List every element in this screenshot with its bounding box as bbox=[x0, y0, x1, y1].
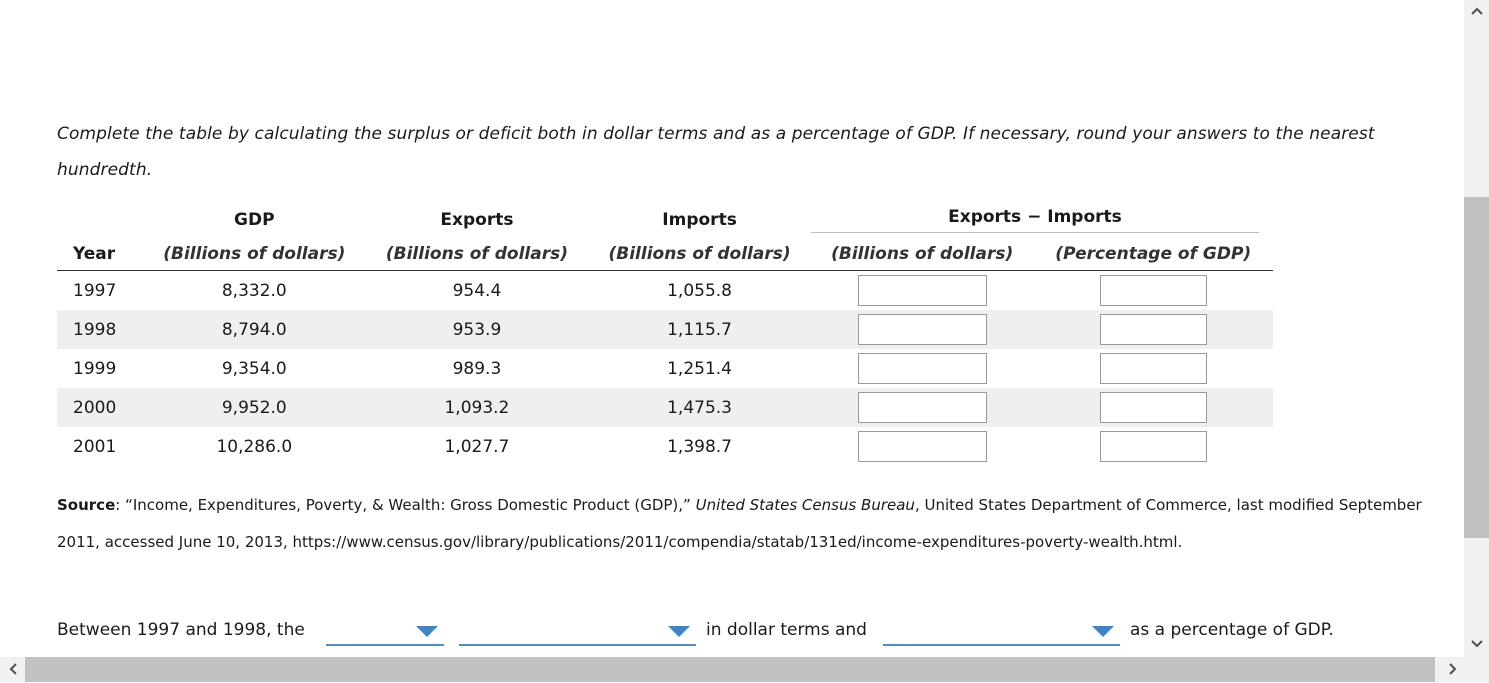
table-row: 2000 9,952.0 1,093.2 1,475.3 bbox=[57, 388, 1273, 427]
table-row: 2001 10,286.0 1,027.7 1,398.7 bbox=[57, 427, 1273, 466]
diff-pct-input[interactable] bbox=[1099, 275, 1207, 306]
source-label: Source bbox=[57, 496, 116, 514]
diff-dollars-input[interactable] bbox=[857, 275, 987, 306]
source-colon: : bbox=[115, 496, 121, 514]
diff-pct-input[interactable] bbox=[1099, 392, 1207, 423]
diff-pct-cell bbox=[1033, 310, 1273, 349]
instructions-text: Complete the table by calculating the su… bbox=[57, 124, 1375, 180]
year-cell: 2000 bbox=[57, 388, 143, 427]
chevron-left-icon[interactable] bbox=[0, 657, 25, 682]
gdp-header: GDP bbox=[234, 210, 275, 230]
imports-cell: 1,475.3 bbox=[588, 388, 811, 427]
vertical-scrollbar[interactable] bbox=[1464, 0, 1489, 657]
imports-cell: 1,251.4 bbox=[667, 358, 732, 379]
chevron-up-icon[interactable] bbox=[1464, 0, 1489, 24]
imports-header: Imports bbox=[662, 210, 737, 230]
source-title: “Income, Expenditures, Poverty, & Wealth… bbox=[120, 496, 696, 514]
gdp-cell: 9,354.0 bbox=[221, 358, 287, 379]
imports-unit-header: (Billions of dollars) bbox=[588, 238, 811, 271]
sentence-part-2: in dollar terms and bbox=[706, 620, 867, 640]
imports-cell: 1,115.7 bbox=[588, 310, 811, 349]
diff-pct-input[interactable] bbox=[1099, 353, 1207, 384]
chevron-down-icon[interactable] bbox=[1464, 633, 1489, 657]
exports-cell: 1,093.2 bbox=[365, 388, 589, 427]
diff-dollars-input[interactable] bbox=[857, 392, 987, 423]
diff-pct-cell bbox=[1034, 427, 1274, 466]
diff-pct-cell bbox=[1034, 271, 1274, 311]
exports-cell: 1,027.7 bbox=[444, 436, 510, 457]
source-publisher: United States Census Bureau bbox=[695, 496, 915, 514]
gdp-cell: 10,286.0 bbox=[216, 436, 293, 457]
diff-dollars-cell bbox=[810, 388, 1034, 427]
diff-pct-input[interactable] bbox=[1099, 431, 1207, 462]
diff-dollars-input[interactable] bbox=[857, 353, 987, 384]
year-cell: 1998 bbox=[57, 310, 143, 349]
source-rest: , United States Department of Commerce, … bbox=[57, 496, 1422, 551]
imports-cell: 1,398.7 bbox=[667, 436, 732, 457]
percentage-change-dropdown[interactable] bbox=[883, 622, 1120, 646]
sentence-part-3: as a percentage of GDP. bbox=[1130, 620, 1334, 640]
diff-dollars-input[interactable] bbox=[857, 314, 987, 345]
source-citation: Source: “Income, Expenditures, Poverty, … bbox=[57, 487, 1427, 561]
answer-sentence: Between 1997 and 1998, the in dollar ter… bbox=[57, 616, 1437, 646]
exports-unit-header: (Billions of dollars) bbox=[365, 238, 589, 271]
diff-pct-unit-header: (Percentage of GDP) bbox=[1033, 238, 1273, 271]
exports-cell: 989.3 bbox=[452, 358, 502, 379]
gdp-cell: 8,332.0 bbox=[221, 280, 287, 301]
horizontal-scroll-thumb[interactable] bbox=[25, 657, 1435, 682]
year-cell: 1999 bbox=[73, 358, 117, 379]
horizontal-scrollbar[interactable] bbox=[0, 657, 1489, 682]
table-row: 1998 8,794.0 953.9 1,115.7 bbox=[57, 310, 1273, 349]
exports-header: Exports bbox=[440, 210, 514, 230]
exports-cell: 953.9 bbox=[365, 310, 589, 349]
chevron-down-icon bbox=[668, 626, 690, 637]
diff-dollars-cell bbox=[810, 310, 1034, 349]
diff-dollars-cell bbox=[811, 427, 1034, 466]
gdp-unit-header: (Billions of dollars) bbox=[143, 238, 366, 271]
exports-cell: 954.4 bbox=[452, 280, 502, 301]
year-header: Year bbox=[57, 238, 143, 271]
sentence-part-1: Between 1997 and 1998, the bbox=[57, 620, 305, 640]
gdp-cell: 9,952.0 bbox=[143, 388, 366, 427]
exports-minus-imports-header: Exports − Imports bbox=[810, 202, 1273, 238]
table-row: 1997 8,332.0 954.4 1,055.8 bbox=[57, 271, 1273, 311]
table-row: 1999 9,354.0 989.3 1,251.4 bbox=[57, 349, 1273, 388]
balance-type-dropdown[interactable] bbox=[459, 622, 696, 646]
year-header-spacer bbox=[57, 202, 143, 238]
vertical-scroll-thumb[interactable] bbox=[1464, 197, 1489, 538]
chevron-down-icon bbox=[1092, 626, 1114, 637]
diff-dollars-cell bbox=[811, 271, 1034, 311]
year-cell: 2001 bbox=[73, 436, 117, 457]
year-cell: 1997 bbox=[73, 280, 117, 301]
chevron-down-icon bbox=[416, 626, 438, 637]
gdp-cell: 8,794.0 bbox=[143, 310, 366, 349]
diff-dollar-unit-header: (Billions of dollars) bbox=[810, 238, 1034, 271]
chevron-right-icon[interactable] bbox=[1440, 657, 1465, 682]
exports-minus-imports-label: Exports − Imports bbox=[810, 207, 1259, 233]
change-direction-dropdown[interactable] bbox=[326, 622, 444, 646]
diff-dollars-cell bbox=[811, 349, 1034, 388]
trade-table: GDP Exports Imports Exports − Imports Ye… bbox=[57, 202, 1273, 466]
imports-cell: 1,055.8 bbox=[667, 280, 732, 301]
diff-pct-cell bbox=[1033, 388, 1273, 427]
diff-pct-input[interactable] bbox=[1099, 314, 1207, 345]
diff-dollars-input[interactable] bbox=[857, 431, 987, 462]
diff-pct-cell bbox=[1034, 349, 1274, 388]
